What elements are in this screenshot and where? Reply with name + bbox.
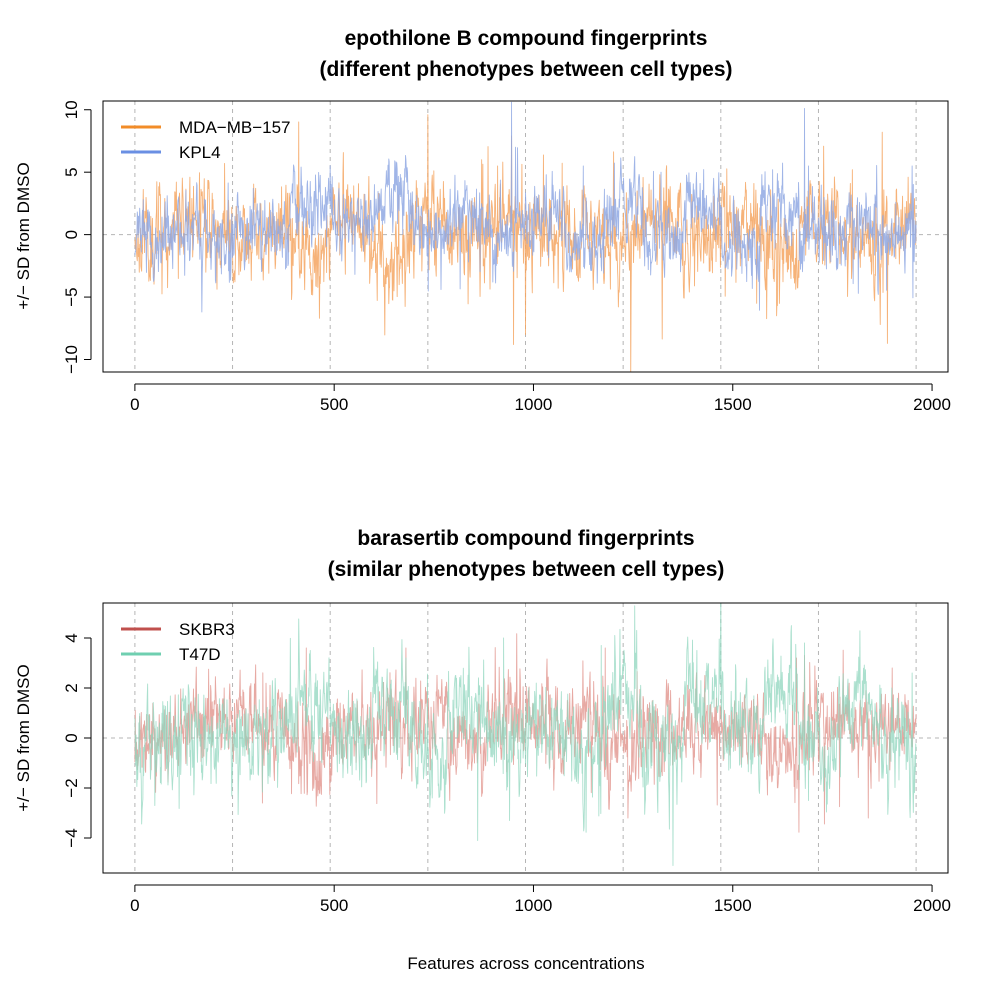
y-tick-label: 0: [62, 733, 81, 742]
axes: 0 500 1000 1500 2000 −10 −5 0 5 10: [62, 100, 951, 414]
series-line-kpl4: [134, 101, 917, 313]
chart-panel-epothilone: epothilone B compound fingerprints (diff…: [14, 27, 951, 414]
legend-label-mda-mb-157: MDA−MB−157: [179, 118, 291, 137]
series-group: [134, 101, 917, 372]
y-tick-label: −5: [62, 287, 81, 306]
y-tick-label: −2: [62, 778, 81, 797]
y-axis-label: +/− SD from DMSO: [14, 162, 33, 309]
x-tick-label: 500: [320, 395, 348, 414]
x-tick-label: 1000: [515, 896, 553, 915]
series-group: [134, 603, 917, 866]
legend: SKBR3 T47D: [121, 620, 235, 664]
y-tick-label: 4: [62, 633, 81, 642]
shared-x-axis-label: Features across concentrations: [407, 954, 644, 973]
chart-title: epothilone B compound fingerprints: [345, 27, 708, 50]
x-tick-label: 0: [130, 395, 139, 414]
x-tick-label: 500: [320, 896, 348, 915]
y-tick-label: −10: [62, 345, 81, 374]
x-tick-label: 1000: [515, 395, 553, 414]
chart-subtitle: (different phenotypes between cell types…: [319, 58, 732, 81]
x-tick-label: 1500: [714, 395, 752, 414]
y-tick-label: 0: [62, 230, 81, 239]
plot-frame: [102, 100, 949, 373]
legend-label-skbr3: SKBR3: [179, 620, 235, 639]
legend: MDA−MB−157 KPL4: [121, 118, 291, 162]
legend-label-kpl4: KPL4: [179, 143, 221, 162]
axes: 0 500 1000 1500 2000 −4 −2 0 2 4: [62, 633, 951, 915]
x-tick-label: 2000: [913, 896, 951, 915]
y-tick-label: 5: [62, 167, 81, 176]
x-tick-label: 0: [130, 896, 139, 915]
chart-panel-barasertib: barasertib compound fingerprints (simila…: [14, 527, 951, 915]
legend-label-t47d: T47D: [179, 645, 221, 664]
chart-title: barasertib compound fingerprints: [357, 527, 694, 550]
x-tick-label: 1500: [714, 896, 752, 915]
y-tick-label: 10: [62, 100, 81, 119]
series-line-t47d: [134, 603, 917, 866]
plot-frame: [102, 602, 949, 874]
y-tick-label: 2: [62, 683, 81, 692]
chart-subtitle: (similar phenotypes between cell types): [328, 558, 725, 581]
y-axis-label: +/− SD from DMSO: [14, 664, 33, 811]
x-tick-label: 2000: [913, 395, 951, 414]
y-tick-label: −4: [62, 828, 81, 847]
